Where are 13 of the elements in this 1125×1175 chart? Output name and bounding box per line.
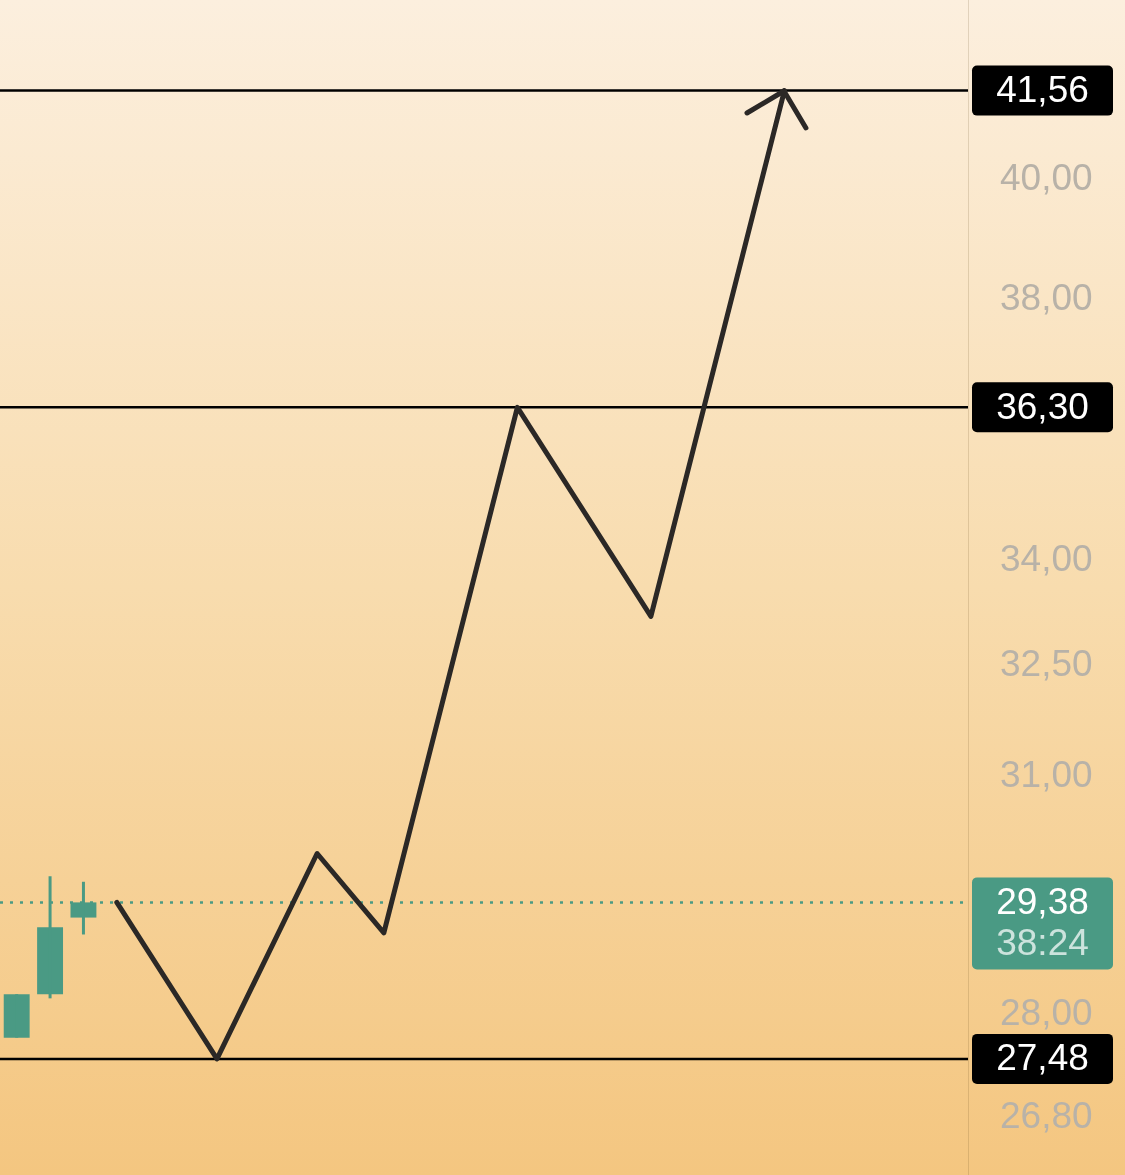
y-tick-label: 34,00 — [1000, 537, 1093, 579]
y-tick-label: 28,00 — [1000, 992, 1093, 1034]
ref-line-label: 41,56 — [996, 68, 1089, 110]
candlestick — [3, 994, 30, 1038]
y-tick-label: 31,00 — [1000, 753, 1093, 795]
y-tick-label: 38,00 — [1000, 277, 1093, 319]
ref-line-label: 29,38 — [996, 880, 1089, 922]
y-tick-label: 26,80 — [1000, 1094, 1093, 1136]
y-tick-label: 32,50 — [1000, 643, 1093, 685]
ref-line-label: 36,30 — [996, 385, 1089, 427]
text: 38:24 — [996, 921, 1089, 963]
ref-line-label: 27,48 — [996, 1037, 1089, 1079]
y-tick-label: 40,00 — [1000, 157, 1093, 199]
